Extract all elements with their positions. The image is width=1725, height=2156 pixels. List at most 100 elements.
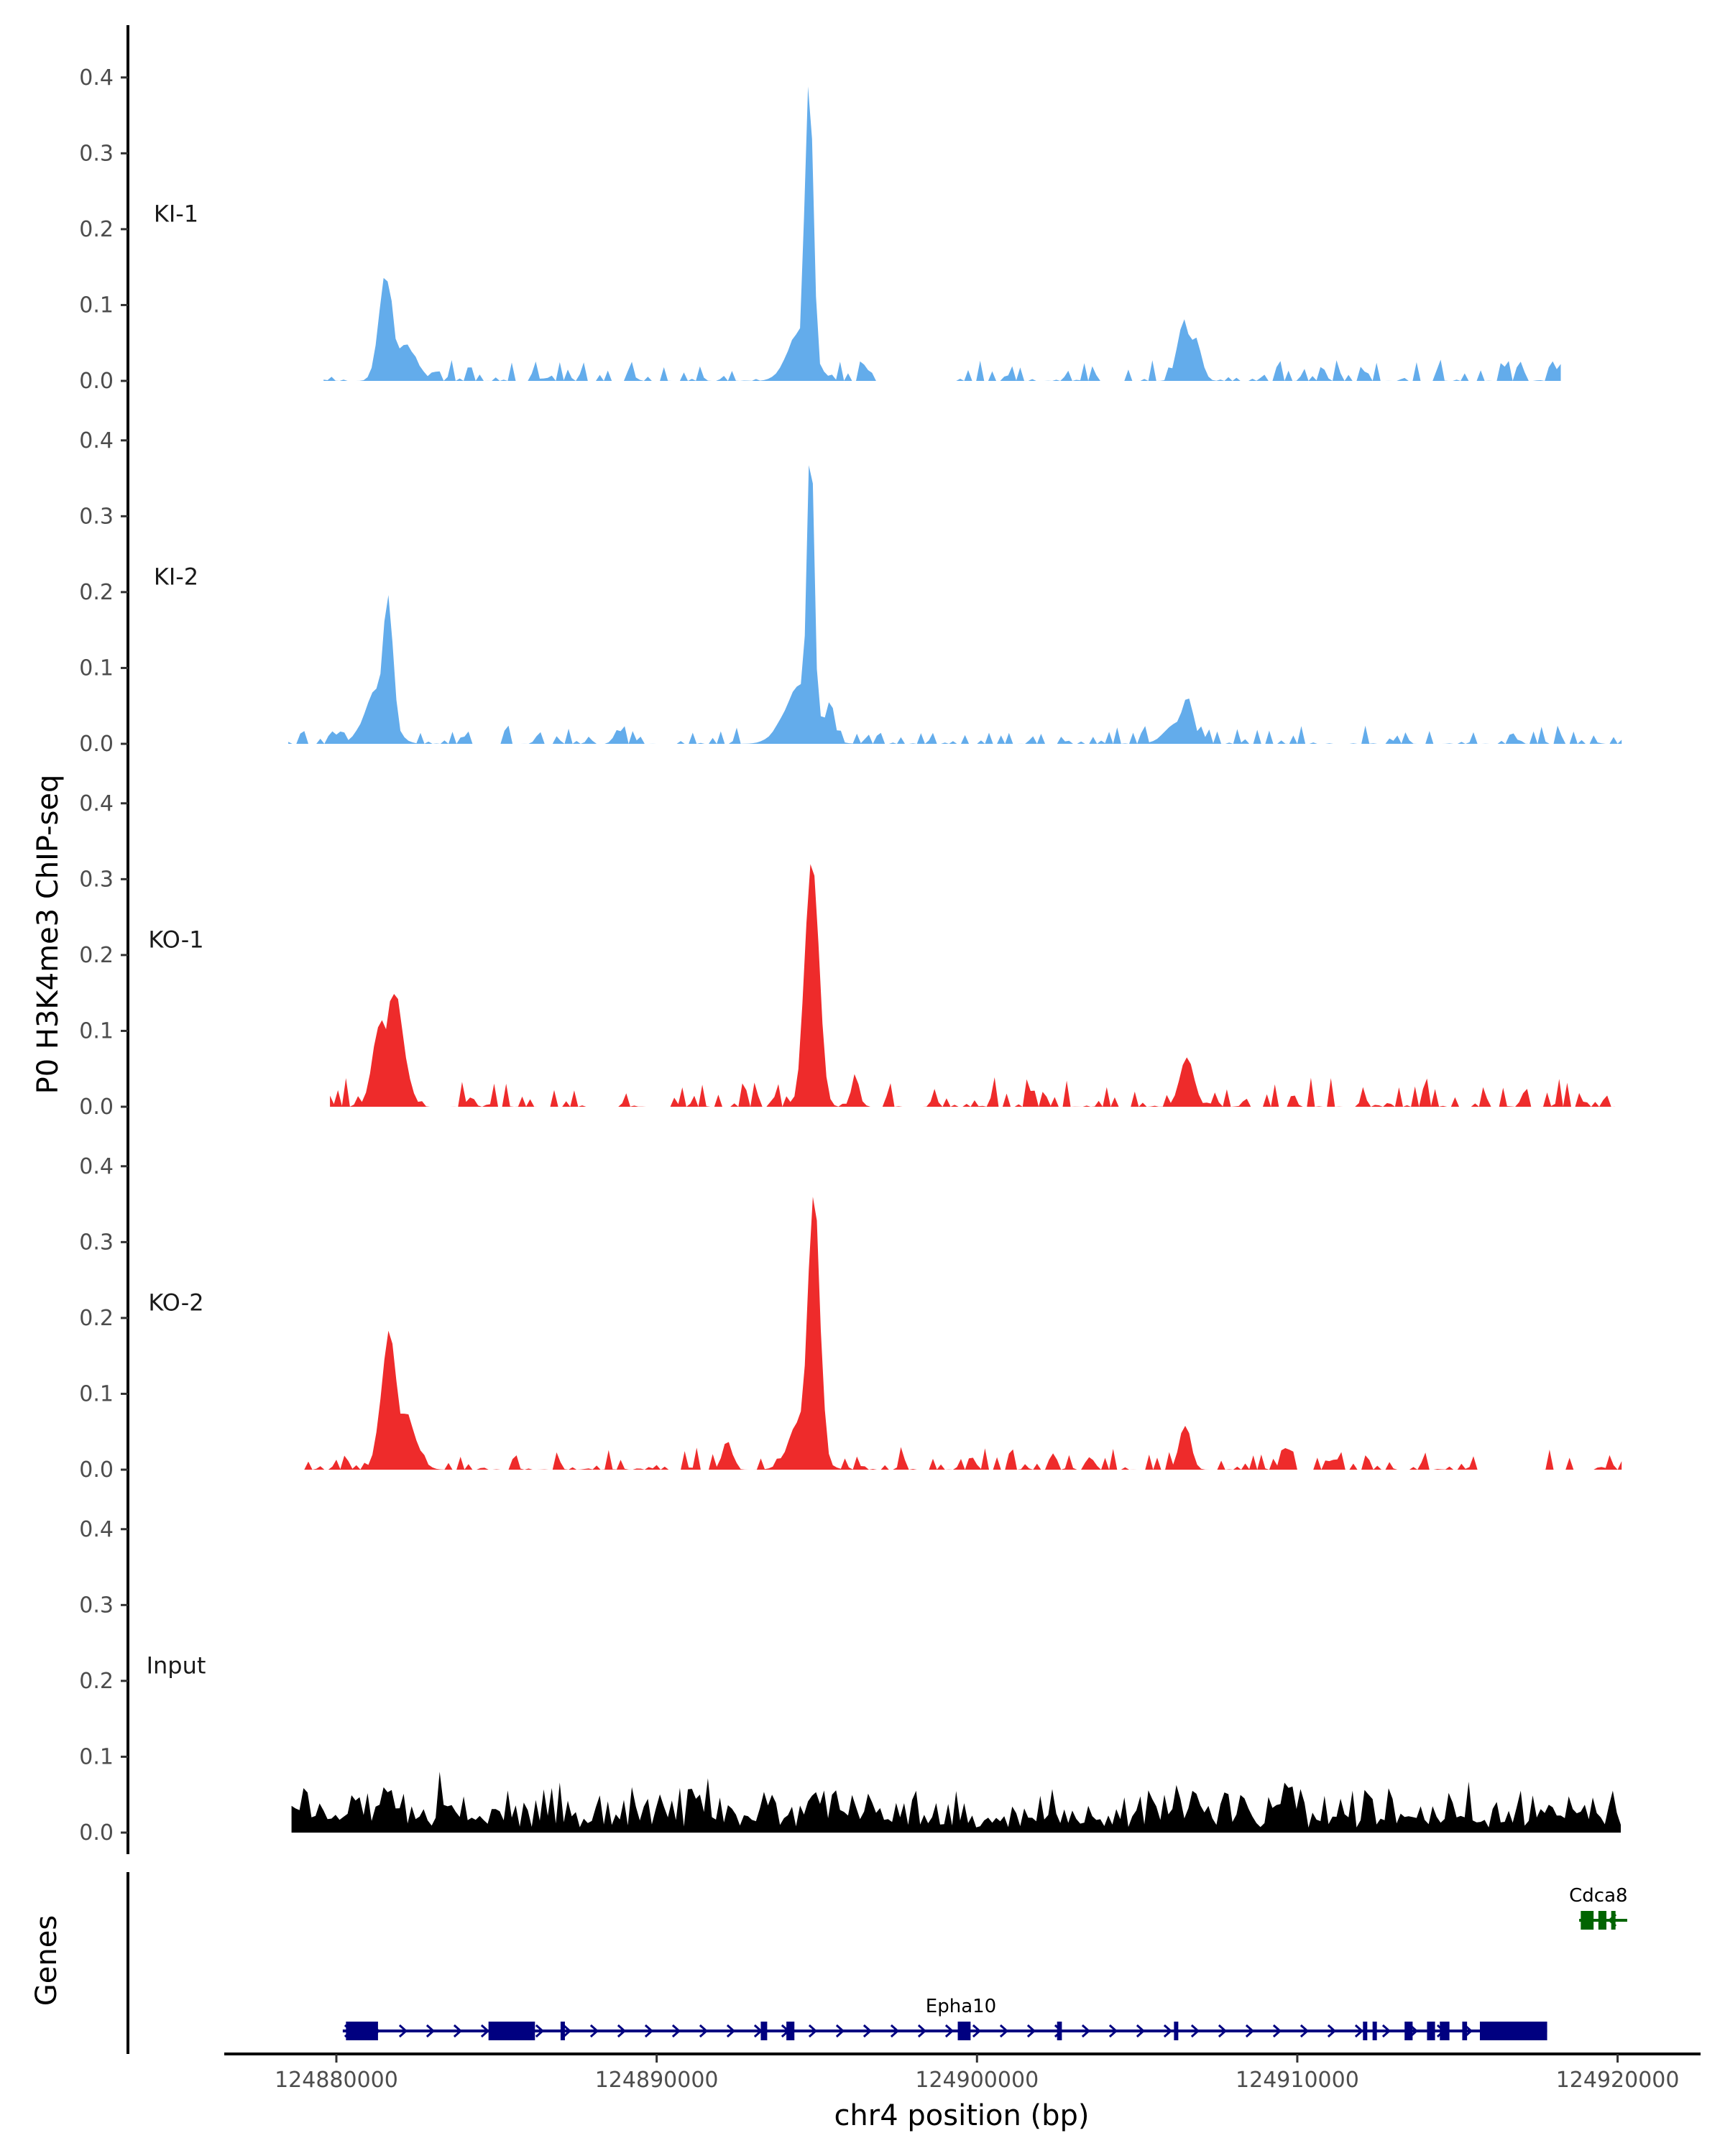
gene-cdca8: Cdca8 [1569,1885,1628,1930]
gene-exon [1598,1911,1606,1930]
gene-exon [1057,2022,1062,2040]
y-tick-label: 0.1 [79,655,114,681]
gene-exon [1363,2022,1368,2040]
y-tick-label: 0.2 [79,217,114,242]
strand-chevron [944,2024,954,2038]
y-tick-label: 0.3 [79,1593,114,1618]
genes-axis-title: Genes [30,1915,63,2006]
y-axis-title: P0 H3K4me3 ChIP-seq [32,775,65,1095]
y-tick-label: 0.2 [79,1669,114,1694]
track-label: Input [147,1651,206,1679]
y-tick-label: 0.0 [79,732,114,757]
gene-exon [786,2022,795,2040]
strand-chevron [1327,2024,1337,2038]
gene-exon [760,2022,768,2040]
strand-chevron [1354,2024,1364,2038]
y-tick-label: 0.0 [79,1820,114,1846]
strand-chevron [617,2024,627,2038]
y-tick-label: 0.0 [79,1457,114,1483]
y-tick-label: 0.1 [79,1381,114,1406]
x-tick-label: 124910000 [1236,2068,1359,2093]
strand-chevron [917,2024,927,2038]
gene-exon [346,2022,378,2040]
strand-chevron [535,2024,545,2038]
strand-chevron [1245,2024,1255,2038]
gene-exon [1404,2022,1413,2040]
gene-exon [1440,2022,1450,2040]
strand-chevron [1136,2024,1146,2038]
y-tick-label: 0.4 [79,1154,114,1179]
y-tick-label: 0.2 [79,1306,114,1331]
gene-label: Cdca8 [1569,1885,1627,1907]
gene-exon [560,2022,565,2040]
y-tick-label: 0.3 [79,504,114,529]
x-axis: 124880000 124890000 124900000 124910000 1249… [224,2053,1701,2093]
gene-exon [957,2022,971,2040]
track-ki-1: 0.0 0.1 0.2 0.3 0.4 KI-1 [79,25,1561,402]
track-label: KO-2 [148,1289,203,1316]
strand-chevron [835,2024,845,2038]
gene-exon [1462,2022,1468,2040]
strand-chevron [453,2024,463,2038]
strand-chevron [1163,2024,1173,2038]
strand-chevron [1108,2024,1118,2038]
coverage-area-input [291,1772,1622,1833]
track-ko-2: 0.0 0.1 0.2 0.3 0.4 KO-2 [79,1114,1622,1491]
strand-chevron [862,2024,873,2038]
track-label: KI-2 [154,563,198,590]
strand-chevron [1218,2024,1228,2038]
strand-chevron [1272,2024,1282,2038]
x-tick-label: 124920000 [1556,2068,1680,2093]
strand-chevron [890,2024,900,2038]
gene-exon [488,2022,535,2040]
strand-chevron [1381,2024,1392,2038]
strand-chevron [726,2024,736,2038]
strand-chevron [562,2024,572,2038]
x-axis-title: chr4 position (bp) [834,2099,1089,2132]
x-tick-label: 124900000 [915,2068,1039,2093]
gene-exon [1611,1911,1616,1930]
strand-chevron [1190,2024,1200,2038]
y-tick-label: 0.1 [79,1744,114,1769]
strand-chevron [699,2024,709,2038]
y-tick-label: 0.4 [79,428,114,453]
strand-chevron [589,2024,599,2038]
strand-chevron [1081,2024,1091,2038]
strand-chevron [398,2024,408,2038]
x-tick-label: 124880000 [275,2068,398,2093]
y-tick-label: 0.0 [79,369,114,394]
gene-exon [1372,2022,1377,2040]
y-tick-label: 0.3 [79,141,114,166]
track-ki-2: 0.0 0.1 0.2 0.3 0.4 KI-2 [79,388,1622,765]
track-label: KO-1 [148,926,203,953]
track-ko-1: 0.0 0.1 0.2 0.3 0.4 KO-1 [79,751,1616,1128]
gene-exon [1581,1911,1594,1930]
strand-chevron [644,2024,654,2038]
track-input: 0.0 0.1 0.2 0.3 0.4 Input [79,1477,1622,1854]
gene-exon [1174,2022,1179,2040]
genes-track: Epha10 Cdca8 [126,1872,1628,2054]
coverage-tracks: 0.00.10.20.30.4KI-10.00.10.20.30.4KI-20.… [79,25,1622,1854]
gene-epha10: Epha10 [342,1996,1547,2040]
x-tick-label: 124890000 [595,2068,719,2093]
strand-chevron [1300,2024,1310,2038]
y-tick-label: 0.3 [79,867,114,892]
y-tick-label: 0.2 [79,580,114,605]
y-tick-label: 0.1 [79,1018,114,1044]
strand-chevron [999,2024,1009,2038]
y-tick-label: 0.0 [79,1095,114,1120]
strand-chevron [671,2024,681,2038]
strand-chevron [808,2024,818,2038]
gene-label: Epha10 [926,1996,996,2017]
strand-chevron [972,2024,982,2038]
y-tick-label: 0.4 [79,1517,114,1542]
y-tick-label: 0.4 [79,65,114,91]
gene-exon [1479,2022,1547,2040]
y-tick-label: 0.4 [79,791,114,816]
y-tick-label: 0.1 [79,292,114,318]
strand-chevron [480,2024,490,2038]
track-label: KI-1 [154,200,198,227]
strand-chevron [1026,2024,1036,2038]
gene-exon [1427,2022,1435,2040]
